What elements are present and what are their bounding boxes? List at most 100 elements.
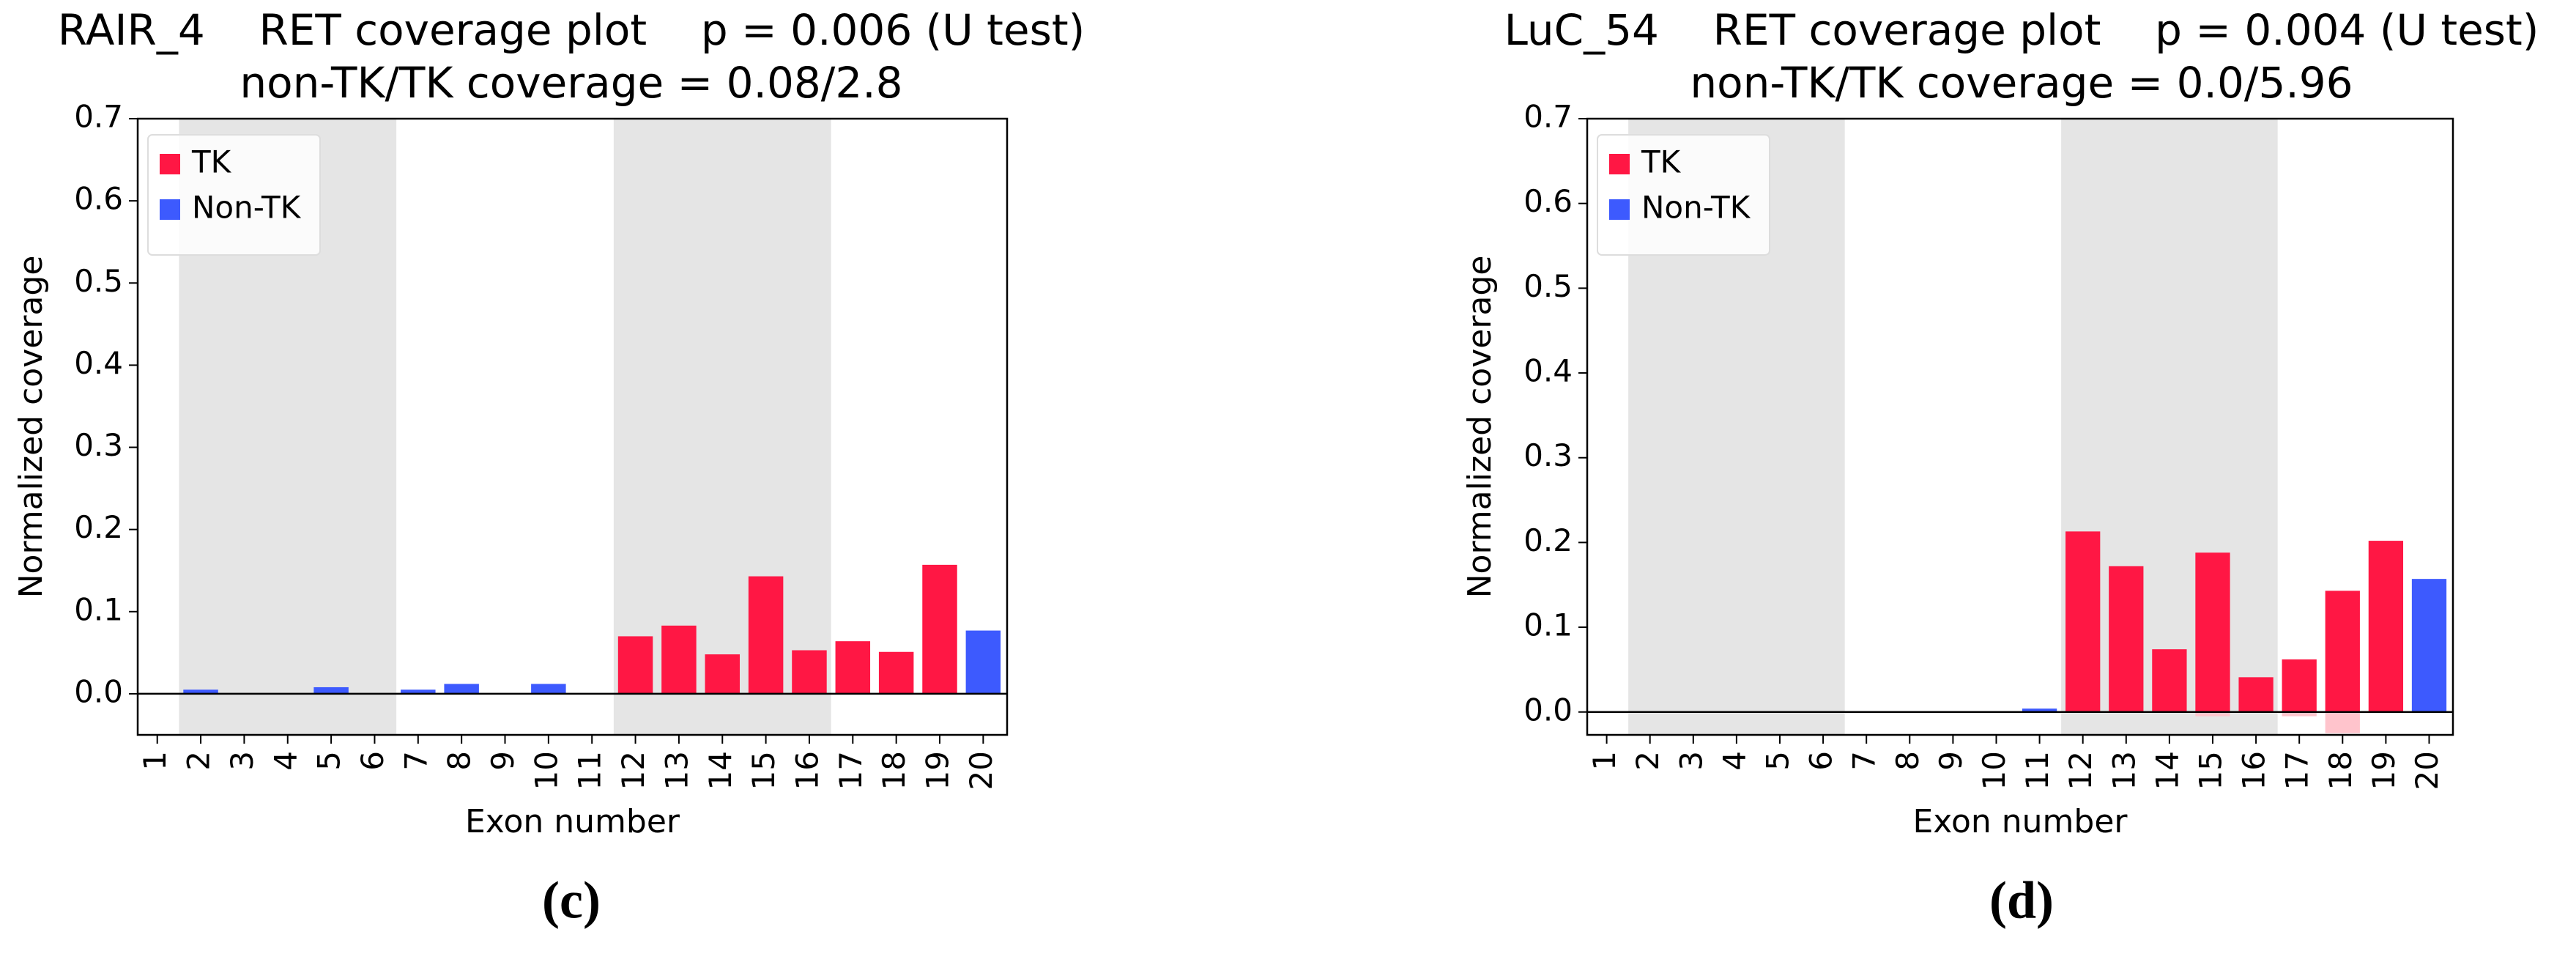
chart-title: LuC_54 RET coverage plot p = 0.004 (U te… [1504, 5, 2539, 55]
y-tick-label: 0.5 [74, 263, 123, 299]
x-tick-label: 10 [528, 751, 564, 790]
bar [2282, 711, 2317, 717]
bar [922, 564, 957, 694]
legend-label: TK [1641, 144, 1682, 180]
plot-frame [1586, 117, 2454, 736]
bar [444, 684, 479, 694]
y-tick-label: 0.3 [74, 427, 123, 463]
y-tick-label: 0.7 [74, 99, 123, 135]
x-tick-label: 10 [1976, 751, 2012, 790]
bar [313, 687, 349, 694]
bar [2325, 591, 2360, 712]
bar [2195, 552, 2230, 712]
x-tick-label: 17 [2279, 751, 2315, 790]
bar [2368, 541, 2404, 712]
y-tick-label: 0.0 [1523, 692, 1573, 728]
x-tick-label: 4 [267, 751, 303, 771]
bar [2195, 711, 2230, 717]
x-tick-label: 5 [311, 751, 347, 771]
bar [2238, 677, 2274, 712]
bar [705, 654, 740, 694]
bar [617, 636, 653, 694]
bar [401, 689, 436, 694]
y-axis-label: Normalized coverage [12, 256, 50, 599]
x-tick-label: 16 [2236, 751, 2272, 790]
x-tick-label: 6 [1803, 751, 1839, 771]
x-tick-label: 7 [1846, 751, 1882, 771]
x-tick-label: 20 [2409, 751, 2445, 790]
x-axis-label: Exon number [1912, 803, 2128, 840]
y-tick-label: 0.1 [74, 591, 123, 627]
x-tick-label: 16 [789, 751, 825, 790]
x-tick-label: 2 [181, 751, 217, 771]
caption: (d) [1989, 871, 2054, 930]
x-tick-label: 13 [2106, 751, 2142, 790]
y-tick-label: 0.5 [1523, 268, 1573, 304]
legend-swatch [1609, 154, 1630, 174]
legend-label: TK [191, 144, 232, 180]
x-tick-label: 20 [963, 751, 999, 790]
x-tick-label: 17 [833, 751, 869, 790]
x-tick-label: 8 [1890, 751, 1926, 771]
bar [183, 689, 218, 694]
legend-box [147, 134, 321, 256]
bar [965, 630, 1001, 694]
x-tick-label: 4 [1716, 751, 1752, 771]
y-tick-label: 0.2 [74, 509, 123, 545]
y-tick-label: 0.3 [1523, 437, 1573, 473]
y-tick-label: 0.1 [1523, 607, 1573, 643]
x-tick-label: 1 [1586, 751, 1622, 771]
x-tick-label: 18 [2323, 751, 2358, 790]
y-tick-label: 0.6 [1523, 183, 1573, 219]
x-tick-label: 7 [398, 751, 434, 771]
legend-box [1597, 134, 1770, 256]
x-tick-label: 3 [1673, 751, 1709, 771]
x-tick-label: 2 [1630, 751, 1666, 771]
x-tick-label: 15 [2192, 751, 2228, 790]
x-tick-label: 18 [876, 751, 912, 790]
legend-swatch [160, 154, 180, 174]
bar [878, 651, 914, 694]
x-tick-label: 11 [2019, 751, 2055, 790]
x-tick-label: 9 [485, 751, 521, 771]
y-axis-label: Normalized coverage [1461, 256, 1499, 599]
x-tick-label: 12 [2063, 751, 2098, 790]
legend-label: Non-TK [1641, 190, 1751, 226]
x-tick-label: 5 [1759, 751, 1795, 771]
bar [835, 641, 871, 694]
y-tick-label: 0.4 [1523, 353, 1573, 389]
legend-swatch [1609, 199, 1630, 220]
caption: (c) [542, 871, 601, 930]
bar [2152, 649, 2187, 712]
x-tick-label: 8 [442, 751, 478, 771]
x-tick-label: 6 [355, 751, 390, 771]
x-tick-label: 13 [658, 751, 694, 790]
x-tick-label: 12 [615, 751, 651, 790]
bar [2411, 579, 2447, 712]
bar [661, 625, 697, 694]
y-tick-label: 0.4 [74, 345, 123, 381]
x-tick-label: 1 [137, 751, 173, 771]
x-tick-label: 3 [224, 751, 260, 771]
x-axis-label: Exon number [465, 803, 680, 840]
bar [531, 684, 566, 694]
chart-panel: LuC_54 RET coverage plot p = 0.004 (U te… [1461, 5, 2539, 929]
y-tick-label: 0.6 [74, 181, 123, 217]
chart-panel: RAIR_4 RET coverage plot p = 0.006 (U te… [12, 5, 1085, 929]
y-tick-label: 0.0 [74, 673, 123, 709]
legend-label: Non-TK [192, 190, 302, 226]
bar [2065, 531, 2101, 712]
bar [2109, 566, 2144, 712]
bar [2325, 711, 2360, 733]
bar [2022, 708, 2057, 712]
plot-frame [136, 117, 1009, 736]
x-tick-label: 14 [2149, 751, 2185, 790]
x-tick-label: 11 [572, 751, 608, 790]
x-tick-label: 15 [746, 751, 782, 790]
x-tick-label: 19 [920, 751, 956, 790]
bar [792, 650, 827, 694]
x-tick-label: 9 [1933, 751, 1969, 771]
shaded-span [613, 119, 831, 735]
x-tick-label: 19 [2366, 751, 2402, 790]
